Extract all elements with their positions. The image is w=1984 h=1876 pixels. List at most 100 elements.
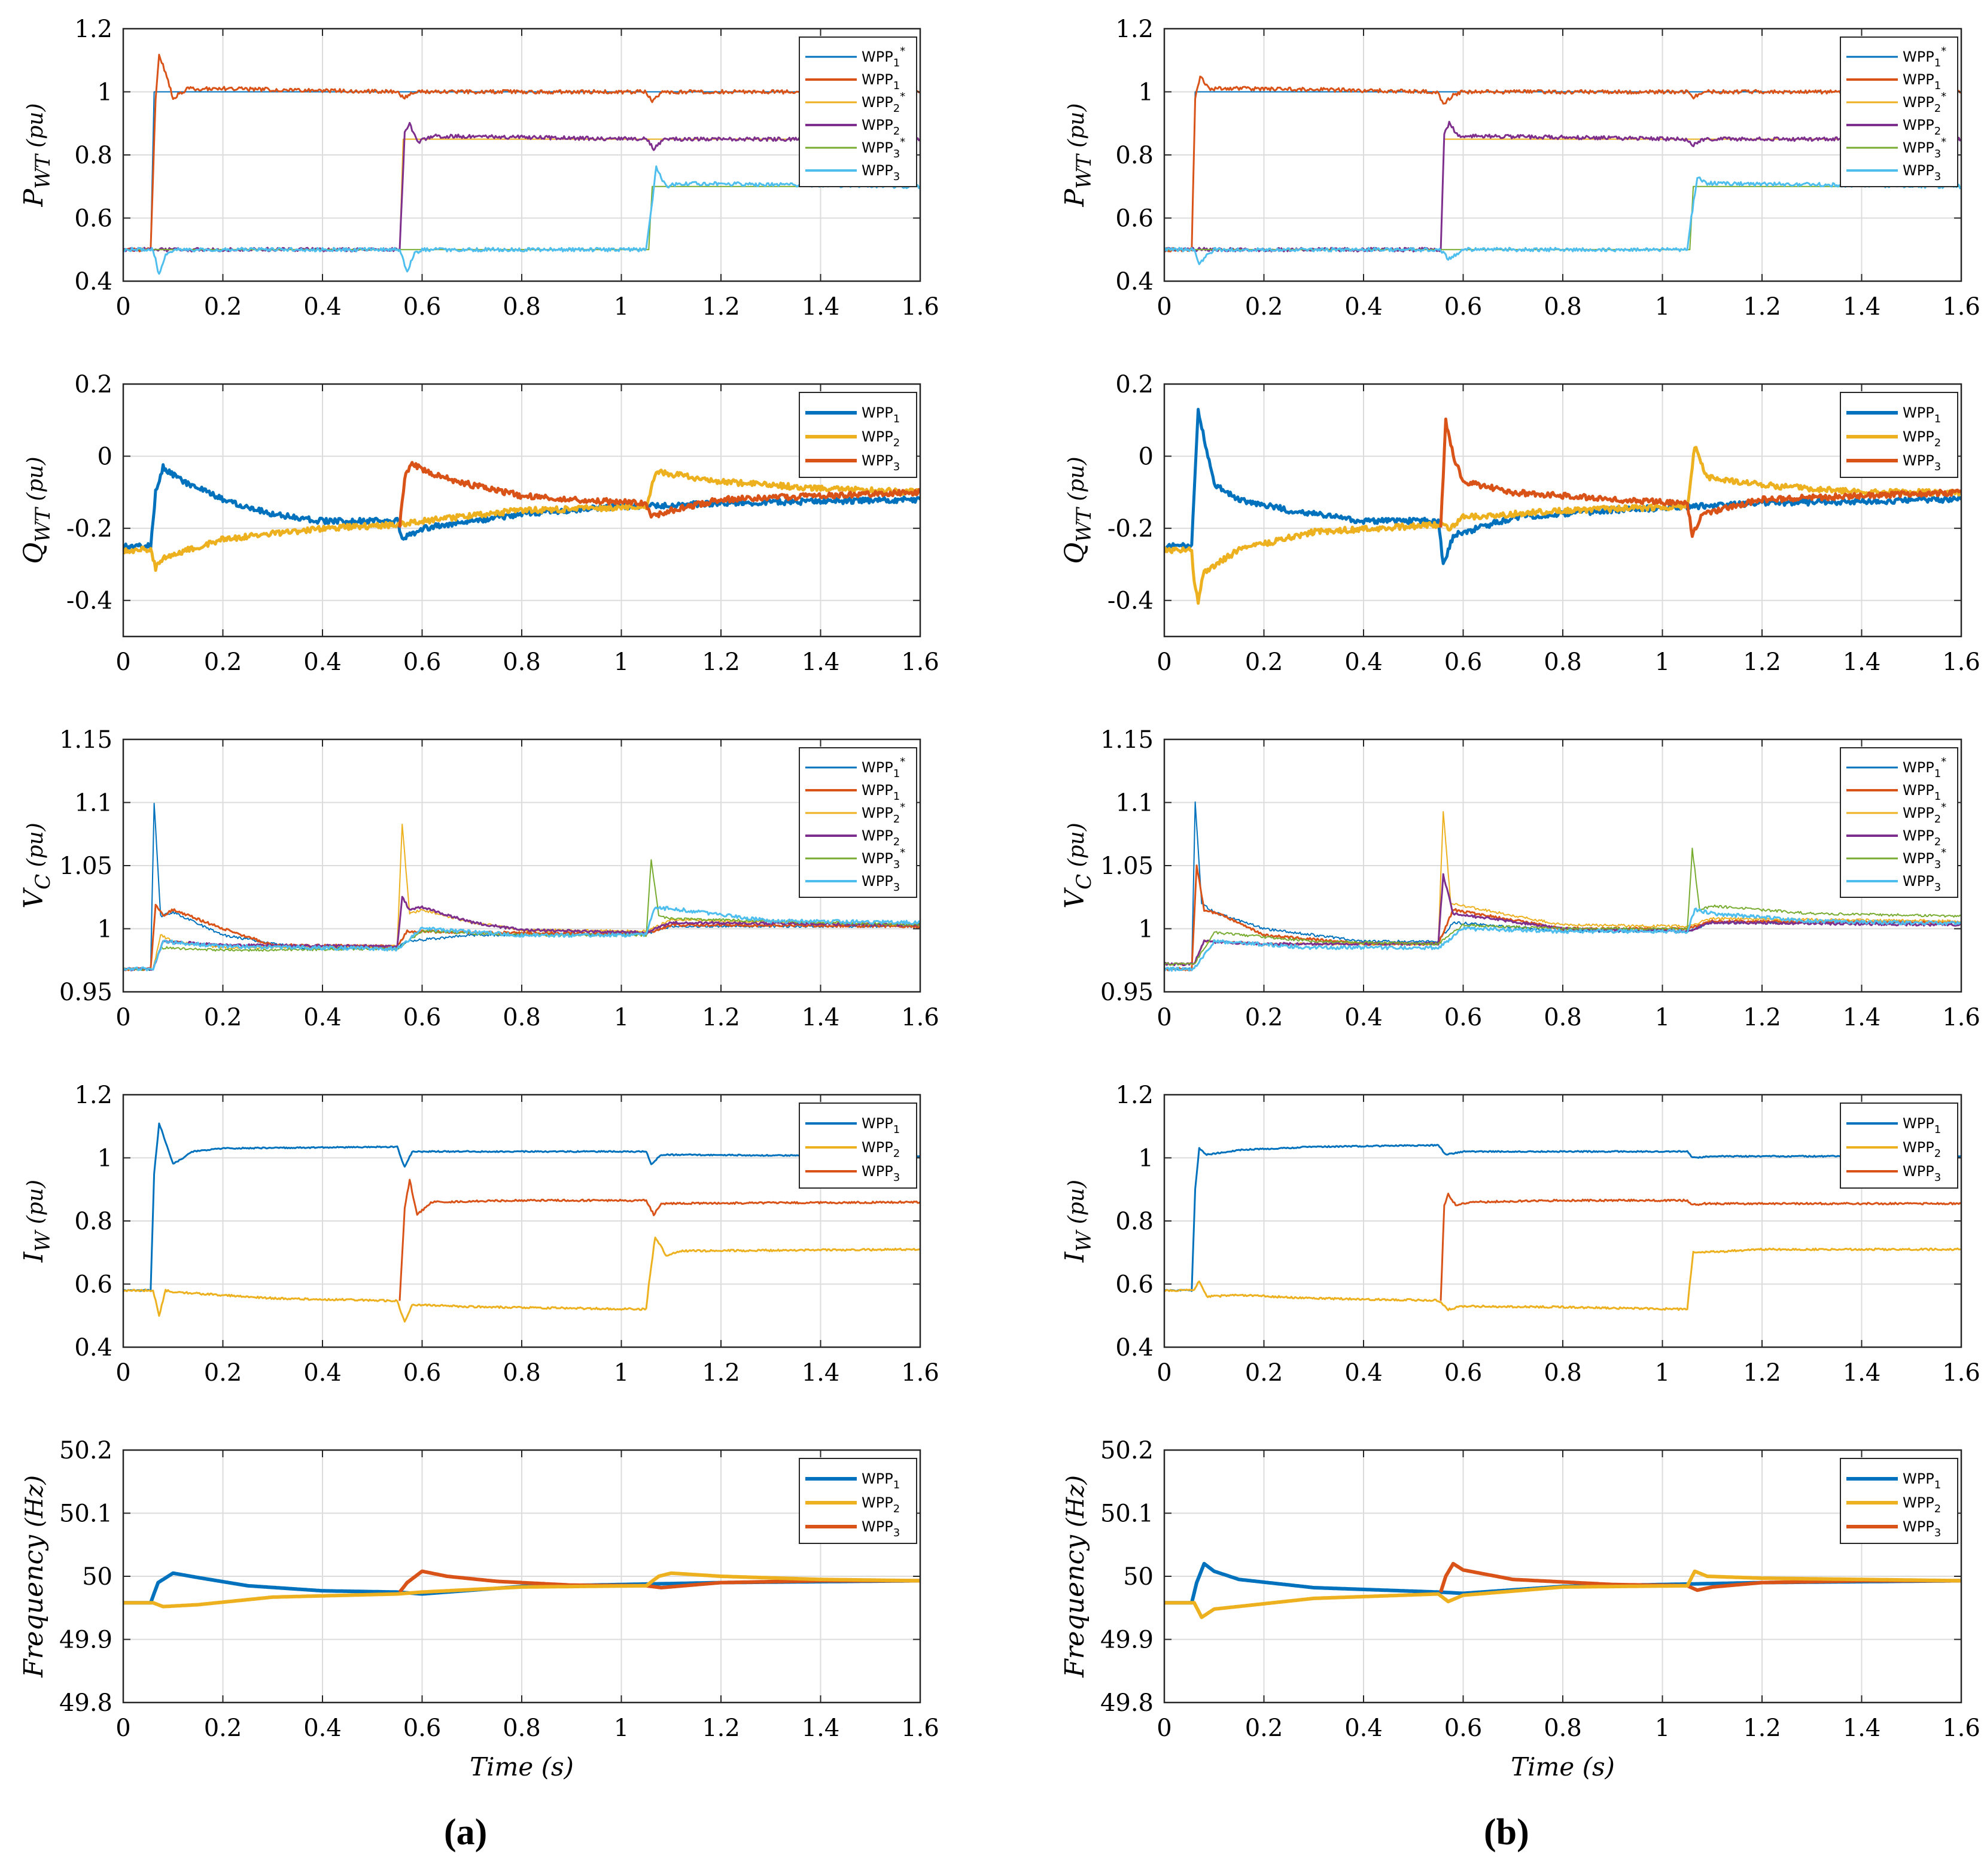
y-tick-label: 1 bbox=[98, 1145, 112, 1172]
y-tick-label: 0 bbox=[1139, 443, 1154, 471]
y-tick-label: 1.2 bbox=[74, 16, 112, 43]
chart-a-F: 0 0.2 0.4 0.6 0.8 1 1.2 1.4 1.6 49.8 49.9 50 50.1 50.… bbox=[19, 1437, 939, 1781]
y-tick-label: -0.4 bbox=[66, 587, 112, 615]
legend-label: WPP1* bbox=[1903, 756, 1946, 780]
series-line-wpp3 bbox=[1440, 1192, 1961, 1301]
x-tick-label: 1.4 bbox=[1843, 648, 1881, 676]
y-tick-label: 1 bbox=[98, 79, 112, 106]
legend-label: WPP2 bbox=[1903, 1494, 1941, 1515]
series-line-wpp3 bbox=[1164, 907, 1961, 972]
x-tick-label: 0.4 bbox=[303, 1004, 342, 1031]
x-tick-label: 1.6 bbox=[1942, 1714, 1980, 1742]
series-group bbox=[123, 1569, 920, 1609]
y-tick-label: 50 bbox=[1123, 1563, 1154, 1591]
legend-box bbox=[1840, 1103, 1958, 1189]
legend-label: WPP3* bbox=[1903, 846, 1946, 871]
legend: WPP1 WPP2 WPP3 bbox=[1840, 392, 1958, 478]
y-tick-label: 1.2 bbox=[1115, 16, 1154, 43]
x-tick-label: 0.8 bbox=[1544, 1714, 1582, 1742]
y-tick-label: -0.2 bbox=[66, 515, 112, 543]
y-tick-label: 1.05 bbox=[59, 852, 112, 880]
x-tick-label: 0.2 bbox=[204, 1359, 242, 1387]
y-tick-label: 0.6 bbox=[74, 205, 112, 233]
y-tick-label: 0.4 bbox=[1115, 1334, 1154, 1362]
y-axis-label: QWT (pu) bbox=[1060, 456, 1096, 564]
y-tick-label: 1.1 bbox=[1115, 790, 1154, 817]
series-line-wpp2 bbox=[1164, 873, 1961, 967]
legend-label: WPP3* bbox=[862, 846, 905, 871]
legend-box bbox=[1840, 747, 1958, 898]
x-tick-label: 0.8 bbox=[503, 1714, 541, 1742]
legend-label: WPP1 bbox=[1903, 1470, 1941, 1491]
x-tick-label: 0.6 bbox=[403, 1004, 442, 1031]
legend-label: WPP2 bbox=[1903, 827, 1941, 848]
x-tick-label: 0.6 bbox=[1444, 1004, 1483, 1031]
legend-label: WPP2* bbox=[862, 90, 905, 115]
y-axis-label: IW (pu) bbox=[19, 1180, 55, 1263]
legend-label: WPP2 bbox=[862, 117, 900, 138]
y-tick-label: 50 bbox=[82, 1563, 112, 1591]
x-tick-label: 1.2 bbox=[702, 1359, 740, 1387]
y-tick-label: 0.8 bbox=[1115, 1208, 1154, 1235]
x-tick-label: 0 bbox=[115, 1714, 130, 1742]
x-tick-label: 1.6 bbox=[901, 293, 939, 321]
x-tick-label: 1.4 bbox=[802, 1004, 840, 1031]
chart-b-I: 0 0.2 0.4 0.6 0.8 1 1.2 1.4 1.6 0.4 0.6 0.8 1 1.2 IW (… bbox=[1060, 1082, 1980, 1387]
legend-label: WPP2* bbox=[1903, 90, 1946, 115]
series-line-wpp2 bbox=[1164, 446, 1961, 605]
chart-a-V: 0 0.2 0.4 0.6 0.8 1 1.2 1.4 1.6 0.95 1 1.05 1.1 1.15 V… bbox=[19, 726, 939, 1031]
y-tick-label: 1 bbox=[1139, 916, 1154, 943]
legend-label: WPP2 bbox=[862, 428, 900, 449]
y-tick-label: 0.4 bbox=[74, 1334, 112, 1362]
y-tick-label: 50.2 bbox=[1100, 1437, 1154, 1464]
series-line-wpp3 bbox=[1164, 176, 1961, 266]
x-tick-label: 0.2 bbox=[1245, 1004, 1283, 1031]
legend-label: WPP2 bbox=[862, 827, 900, 848]
legend: WPP1 WPP2 WPP3 bbox=[1840, 1103, 1958, 1189]
x-tick-label: 1.6 bbox=[1942, 293, 1980, 321]
y-tick-label: 50.2 bbox=[59, 1437, 112, 1464]
series-line-wpp2 bbox=[123, 1237, 920, 1323]
x-tick-label: 0.6 bbox=[1444, 293, 1483, 321]
legend-label: WPP2 bbox=[862, 1494, 900, 1515]
legend-box bbox=[799, 36, 917, 187]
legend-label: WPP1 bbox=[1903, 404, 1941, 425]
x-tick-label: 1.6 bbox=[1942, 1359, 1980, 1387]
x-tick-label: 1.2 bbox=[702, 1004, 740, 1031]
panel-label-b: (b) bbox=[1484, 1812, 1529, 1853]
y-tick-label: -0.4 bbox=[1107, 587, 1154, 615]
legend-label: WPP2 bbox=[1903, 117, 1941, 138]
x-tick-label: 0.8 bbox=[1544, 648, 1582, 676]
x-tick-label: 0.4 bbox=[303, 1359, 342, 1387]
y-tick-label: 50.1 bbox=[1100, 1500, 1154, 1528]
legend-label: WPP1 bbox=[1903, 71, 1941, 92]
x-tick-label: 1.2 bbox=[1743, 1004, 1781, 1031]
x-tick-label: 0.8 bbox=[1544, 293, 1582, 321]
x-tick-label: 1.6 bbox=[901, 1359, 939, 1387]
series-line-wpp1 bbox=[123, 1122, 920, 1292]
y-tick-label: -0.2 bbox=[1107, 515, 1154, 543]
legend: WPP1 WPP2 WPP3 bbox=[799, 1103, 917, 1189]
x-tick-label: 1.2 bbox=[702, 1714, 740, 1742]
x-tick-label: 0.2 bbox=[1245, 1359, 1283, 1387]
x-tick-label: 1.4 bbox=[1843, 293, 1881, 321]
chart-b-V: 0 0.2 0.4 0.6 0.8 1 1.2 1.4 1.6 0.95 1 1.05 1.1 1.15 V… bbox=[1060, 726, 1980, 1031]
y-tick-label: 0.6 bbox=[1115, 1271, 1154, 1299]
x-tick-label: 1 bbox=[1655, 1004, 1670, 1031]
x-tick-label: 0.8 bbox=[503, 648, 541, 676]
x-tick-label: 1.4 bbox=[1843, 1004, 1881, 1031]
x-tick-label: 1.2 bbox=[1743, 293, 1781, 321]
chart-a-P: 0 0.2 0.4 0.6 0.8 1 1.2 1.4 1.6 0.4 0.6 0.8 1 1.2 PWT … bbox=[19, 16, 939, 321]
series-line-wpp2 bbox=[123, 1571, 920, 1609]
x-tick-label: 1.6 bbox=[901, 1714, 939, 1742]
x-tick-label: 0.8 bbox=[503, 1359, 541, 1387]
series-group bbox=[1164, 1561, 1961, 1619]
x-tick-label: 0.4 bbox=[1344, 1004, 1383, 1031]
series-group bbox=[1164, 801, 1961, 972]
y-tick-label: 1.15 bbox=[59, 726, 112, 754]
legend-label: WPP3 bbox=[862, 873, 900, 894]
y-tick-label: 0.2 bbox=[1115, 371, 1154, 398]
y-axis-label: VC (pu) bbox=[1060, 823, 1096, 909]
legend-label: WPP1 bbox=[1903, 782, 1941, 803]
